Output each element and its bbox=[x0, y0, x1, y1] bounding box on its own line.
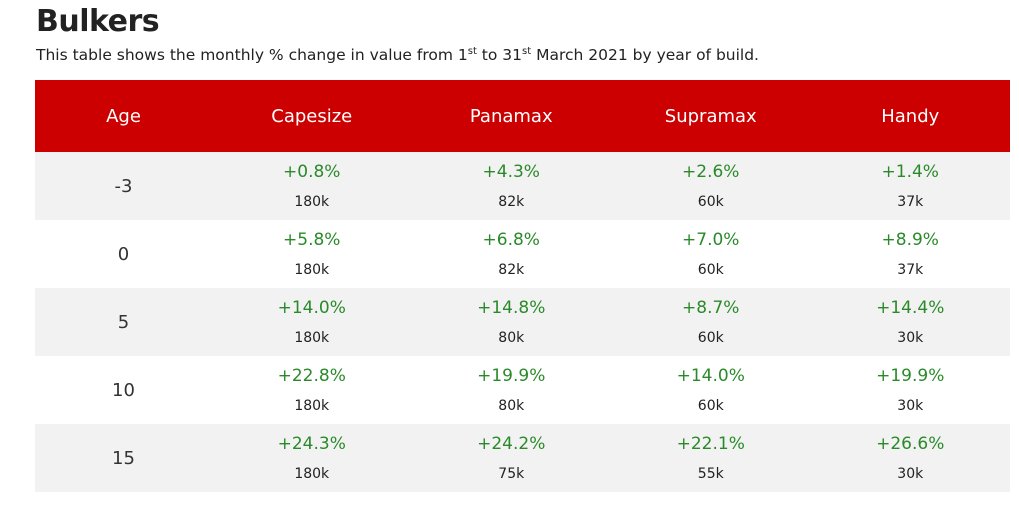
vessel-size-value: 82k bbox=[498, 194, 525, 210]
table-row: 15 +24.3% 180k +24.2% 75k +22.1% 55k +26.6%… bbox=[35, 424, 1010, 492]
vessel-size-value: 180k bbox=[294, 398, 330, 414]
panamax-cell: +6.8% 82k bbox=[411, 220, 611, 288]
pct-change-value: +19.9% bbox=[876, 366, 945, 386]
age-cell: 5 bbox=[35, 288, 212, 356]
age-cell: -3 bbox=[35, 152, 212, 220]
subtitle-superscript-1: st bbox=[467, 45, 477, 57]
table-body: -3 +0.8% 180k +4.3% 82k +2.6% 60k +1.4% 37k … bbox=[35, 152, 1010, 492]
handy-cell: +14.4% 30k bbox=[810, 288, 1010, 356]
pct-change-value: +22.8% bbox=[277, 366, 346, 386]
panamax-cell: +4.3% 82k bbox=[411, 152, 611, 220]
vessel-size-value: 60k bbox=[697, 262, 724, 278]
pct-change-value: +22.1% bbox=[676, 434, 745, 454]
vessel-size-value: 80k bbox=[498, 330, 525, 346]
header-age: Age bbox=[35, 80, 212, 152]
vessel-size-value: 30k bbox=[897, 466, 924, 482]
vessel-size-value: 180k bbox=[294, 330, 330, 346]
bulkers-value-change-table: Age Capesize Panamax Supramax Handy -3 +… bbox=[35, 80, 1010, 492]
capesize-cell: +22.8% 180k bbox=[212, 356, 412, 424]
handy-cell: +26.6% 30k bbox=[810, 424, 1010, 492]
age-cell: 15 bbox=[35, 424, 212, 492]
vessel-size-value: 180k bbox=[294, 194, 330, 210]
supramax-cell: +2.6% 60k bbox=[611, 152, 811, 220]
pct-change-value: +26.6% bbox=[876, 434, 945, 454]
panamax-cell: +19.9% 80k bbox=[411, 356, 611, 424]
vessel-size-value: 180k bbox=[294, 262, 330, 278]
supramax-cell: +14.0% 60k bbox=[611, 356, 811, 424]
subtitle-superscript-2: st bbox=[522, 45, 532, 57]
subtitle-part-1: This table shows the monthly % change in… bbox=[36, 46, 468, 64]
header-supramax: Supramax bbox=[611, 80, 811, 152]
panamax-cell: +14.8% 80k bbox=[411, 288, 611, 356]
capesize-cell: +14.0% 180k bbox=[212, 288, 412, 356]
supramax-cell: +8.7% 60k bbox=[611, 288, 811, 356]
pct-change-value: +14.4% bbox=[876, 298, 945, 318]
pct-change-value: +2.6% bbox=[682, 162, 740, 182]
pct-change-value: +24.3% bbox=[277, 434, 346, 454]
table-row: -3 +0.8% 180k +4.3% 82k +2.6% 60k +1.4% 37k bbox=[35, 152, 1010, 220]
header-panamax: Panamax bbox=[411, 80, 611, 152]
handy-cell: +1.4% 37k bbox=[810, 152, 1010, 220]
pct-change-value: +0.8% bbox=[283, 162, 341, 182]
handy-cell: +8.9% 37k bbox=[810, 220, 1010, 288]
vessel-size-value: 30k bbox=[897, 398, 924, 414]
vessel-size-value: 80k bbox=[498, 398, 525, 414]
table-header: Age Capesize Panamax Supramax Handy bbox=[35, 80, 1010, 152]
vessel-size-value: 55k bbox=[697, 466, 724, 482]
table-row: 0 +5.8% 180k +6.8% 82k +7.0% 60k +8.9% 37k bbox=[35, 220, 1010, 288]
pct-change-value: +14.0% bbox=[676, 366, 745, 386]
header-row: Age Capesize Panamax Supramax Handy bbox=[35, 80, 1010, 152]
header-capesize: Capesize bbox=[212, 80, 412, 152]
vessel-size-value: 60k bbox=[697, 194, 724, 210]
vessel-size-value: 37k bbox=[897, 194, 924, 210]
pct-change-value: +4.3% bbox=[482, 162, 540, 182]
subtitle-part-2: to 31 bbox=[476, 46, 523, 64]
vessel-size-value: 60k bbox=[697, 398, 724, 414]
table-row: 5 +14.0% 180k +14.8% 80k +8.7% 60k +14.4% 30… bbox=[35, 288, 1010, 356]
pct-change-value: +8.9% bbox=[881, 230, 939, 250]
vessel-size-value: 75k bbox=[498, 466, 525, 482]
pct-change-value: +6.8% bbox=[482, 230, 540, 250]
capesize-cell: +24.3% 180k bbox=[212, 424, 412, 492]
pct-change-value: +7.0% bbox=[682, 230, 740, 250]
pct-change-value: +5.8% bbox=[283, 230, 341, 250]
pct-change-value: +1.4% bbox=[881, 162, 939, 182]
pct-change-value: +14.0% bbox=[277, 298, 346, 318]
vessel-size-value: 30k bbox=[897, 330, 924, 346]
capesize-cell: +0.8% 180k bbox=[212, 152, 412, 220]
pct-change-value: +14.8% bbox=[477, 298, 546, 318]
pct-change-value: +8.7% bbox=[682, 298, 740, 318]
table-row: 10 +22.8% 180k +19.9% 80k +14.0% 60k +19.9%… bbox=[35, 356, 1010, 424]
header-handy: Handy bbox=[810, 80, 1010, 152]
vessel-size-value: 37k bbox=[897, 262, 924, 278]
pct-change-value: +19.9% bbox=[477, 366, 546, 386]
supramax-cell: +7.0% 60k bbox=[611, 220, 811, 288]
age-cell: 0 bbox=[35, 220, 212, 288]
age-cell: 10 bbox=[35, 356, 212, 424]
capesize-cell: +5.8% 180k bbox=[212, 220, 412, 288]
subtitle-part-3: March 2021 by year of build. bbox=[531, 46, 759, 64]
handy-cell: +19.9% 30k bbox=[810, 356, 1010, 424]
pct-change-value: +24.2% bbox=[477, 434, 546, 454]
supramax-cell: +22.1% 55k bbox=[611, 424, 811, 492]
vessel-size-value: 60k bbox=[697, 330, 724, 346]
vessel-size-value: 82k bbox=[498, 262, 525, 278]
panamax-cell: +24.2% 75k bbox=[411, 424, 611, 492]
page-title: Bulkers bbox=[36, 4, 160, 39]
vessel-size-value: 180k bbox=[294, 466, 330, 482]
page-subtitle: This table shows the monthly % change in… bbox=[36, 46, 759, 64]
